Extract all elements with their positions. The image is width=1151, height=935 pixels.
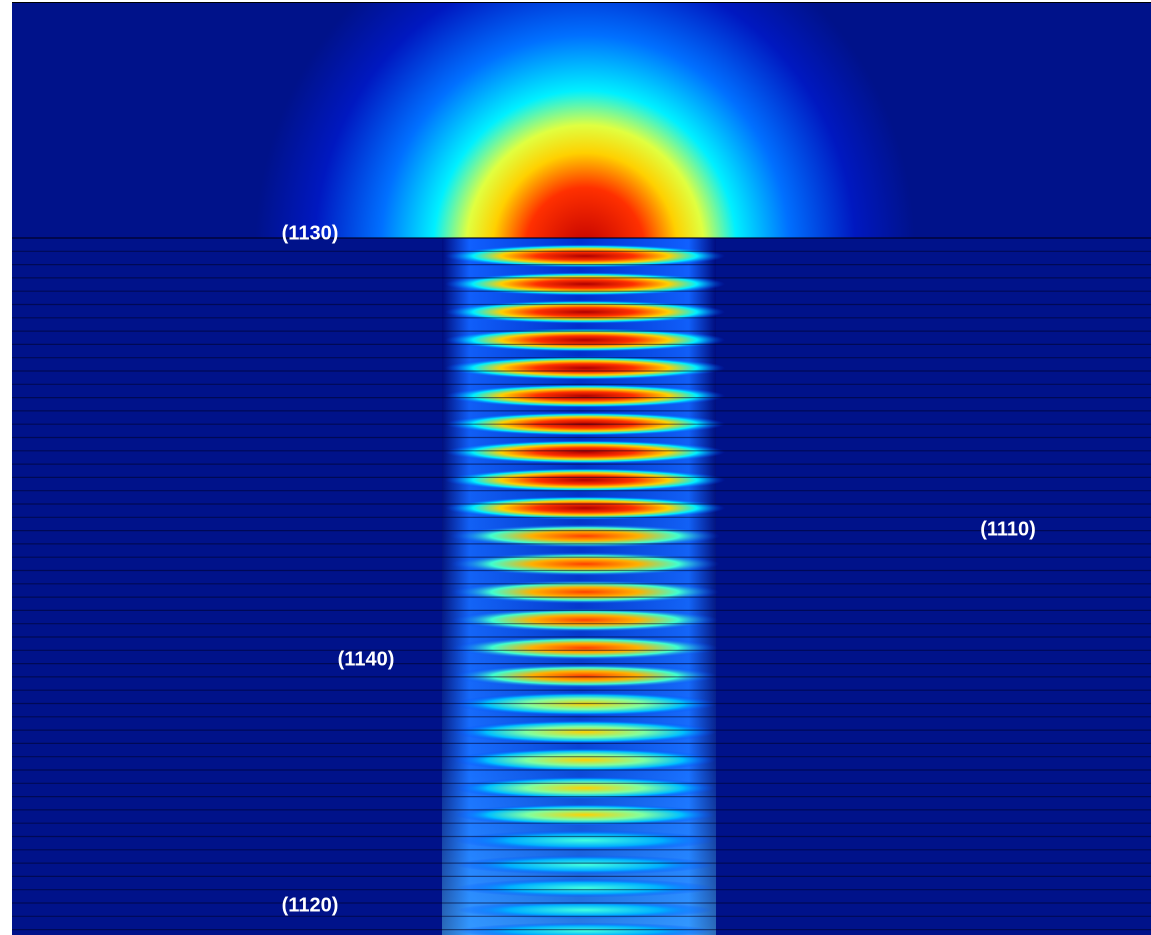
- fringe: [445, 468, 725, 492]
- top-border: [12, 2, 1151, 4]
- fringe: [445, 300, 725, 324]
- fringes: [445, 244, 725, 935]
- fringe: [450, 552, 720, 576]
- fringe: [454, 748, 716, 772]
- fringe: [452, 664, 718, 688]
- fringe: [445, 384, 725, 408]
- fringe: [445, 328, 725, 352]
- fringe: [456, 878, 714, 898]
- label: (1120): [282, 894, 339, 916]
- fringe: [445, 440, 725, 464]
- fringe: [457, 901, 713, 919]
- fringe: [453, 720, 717, 744]
- fringe: [452, 636, 718, 660]
- fringe: [445, 356, 725, 380]
- fringe: [451, 608, 719, 632]
- fringe: [451, 580, 719, 604]
- label: (1130): [282, 222, 339, 244]
- label: (1110): [980, 518, 1036, 540]
- cladding-glow: [12, 3, 1151, 238]
- label: (1140): [338, 648, 395, 670]
- fringe: [455, 804, 715, 826]
- layer-lines: [12, 237, 1151, 931]
- fringe: [445, 496, 725, 520]
- fringe: [455, 830, 715, 851]
- fringe: [456, 855, 714, 875]
- fringe: [454, 776, 716, 800]
- fringe: [457, 922, 713, 935]
- fringe: [445, 272, 725, 296]
- fringe: [445, 244, 725, 268]
